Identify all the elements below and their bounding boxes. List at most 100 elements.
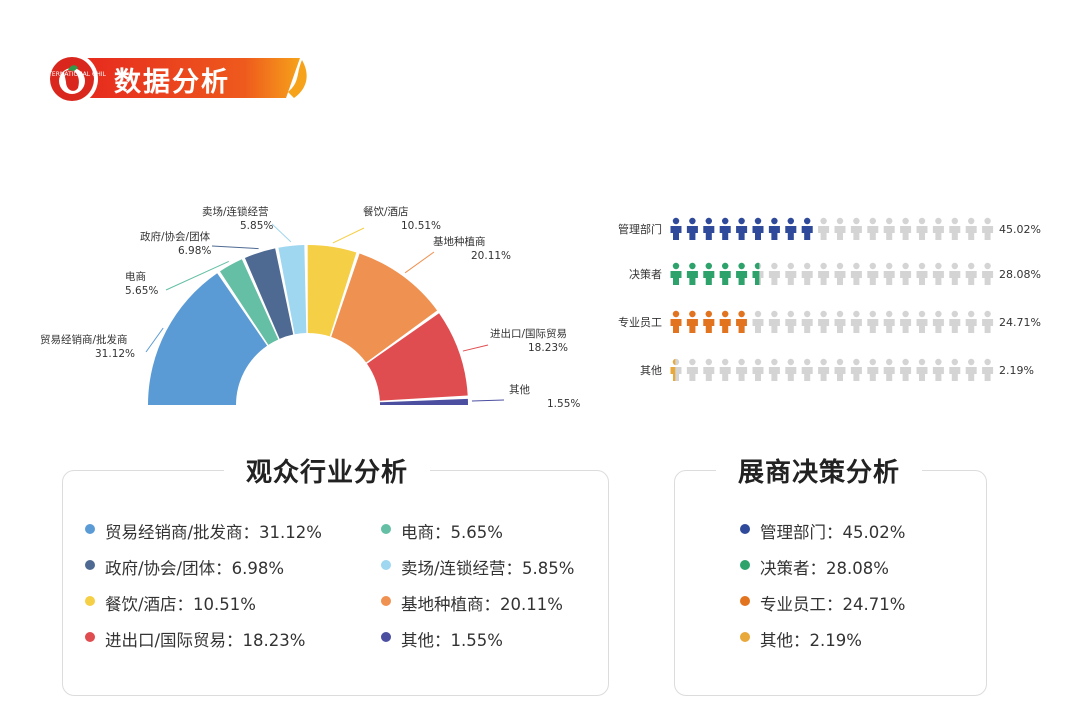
person-icon <box>916 310 928 333</box>
row-label: 专业员工 <box>618 315 662 329</box>
person-icon <box>736 262 748 285</box>
legend-item: 其他：2.19% <box>740 627 862 651</box>
legend-dot <box>381 632 391 642</box>
person-icon <box>670 262 682 285</box>
person-icon <box>916 262 928 285</box>
person-icon <box>703 217 715 240</box>
person-icon <box>686 262 698 285</box>
legend-item: 基地种植商：20.11% <box>381 591 563 615</box>
leader-line <box>462 344 489 352</box>
legend-item: 电商：5.65% <box>381 519 503 543</box>
person-icon <box>801 262 813 285</box>
leader-line <box>332 227 365 244</box>
header-banner <box>46 53 307 105</box>
leader-line <box>165 260 229 291</box>
legend-dot <box>381 560 391 570</box>
legend-dot <box>381 524 391 534</box>
logo-icon <box>46 53 98 105</box>
banner-ribbon <box>78 58 300 98</box>
person-icon <box>883 310 895 333</box>
person-icon <box>916 358 928 381</box>
row-label: 管理部门 <box>618 222 662 236</box>
person-icon <box>949 358 961 381</box>
person-icon <box>932 217 944 240</box>
person-icon <box>867 262 879 285</box>
person-icon <box>752 310 764 333</box>
slice-label: 基地种植商 <box>433 235 486 248</box>
person-icon <box>670 217 682 240</box>
person-icon <box>670 358 682 381</box>
person-icon <box>785 262 797 285</box>
person-icon <box>686 358 698 381</box>
person-icon <box>768 310 780 333</box>
slice-value-label: 1.55% <box>547 398 580 410</box>
person-icon <box>818 217 830 240</box>
legend-item: 其他：1.55% <box>381 627 503 651</box>
person-icon <box>736 358 748 381</box>
decision-pictogram-chart: 管理部门 45.02% 决策者 28.08% 专业员工 24.71% 其他 2.19% <box>618 217 1041 381</box>
legend-dot <box>740 632 750 642</box>
legend-dot <box>85 560 95 570</box>
person-icon <box>965 262 977 285</box>
donut-slice <box>307 245 357 337</box>
person-icon <box>801 310 813 333</box>
person-icon <box>719 262 731 285</box>
person-icon <box>785 358 797 381</box>
legend-text: 决策者：28.08% <box>760 559 889 578</box>
slice-value-label: 20.11% <box>471 250 511 262</box>
person-icon <box>883 262 895 285</box>
legend-item: 进出口/国际贸易：18.23% <box>85 627 305 651</box>
legend-dot <box>740 524 750 534</box>
person-icon <box>703 262 715 285</box>
person-icon <box>965 217 977 240</box>
person-icon <box>818 310 830 333</box>
person-icon <box>949 217 961 240</box>
person-icon <box>982 310 994 333</box>
legend-text: 基地种植商：20.11% <box>401 595 563 614</box>
legend-text: 贸易经销商/批发商：31.12% <box>105 523 322 542</box>
row-value-label: 2.19% <box>999 364 1034 377</box>
person-icon <box>768 358 780 381</box>
leader-line <box>471 399 505 402</box>
person-icon <box>752 262 764 285</box>
person-icon <box>834 310 846 333</box>
legend-text: 其他：1.55% <box>401 631 503 650</box>
legend-item: 餐饮/酒店：10.51% <box>85 591 256 615</box>
person-icon <box>785 310 797 333</box>
slice-value-label: 31.12% <box>95 348 135 360</box>
person-icon <box>818 262 830 285</box>
legend-item: 贸易经销商/批发商：31.12% <box>85 519 322 543</box>
slice-value-label: 5.65% <box>125 285 158 297</box>
logo-text: INTERNATIONAL CHILI TRADE <box>42 71 106 78</box>
legend-text: 其他：2.19% <box>760 631 862 650</box>
person-icon <box>900 262 912 285</box>
person-icon <box>834 217 846 240</box>
page-title: 数据分析 <box>114 67 230 98</box>
person-icon <box>883 217 895 240</box>
legend-item: 专业员工：24.71% <box>740 591 905 615</box>
row-value-label: 28.08% <box>999 268 1041 281</box>
person-icon <box>932 262 944 285</box>
row-label: 其他 <box>640 364 662 377</box>
person-icon <box>867 217 879 240</box>
person-icon <box>752 358 764 381</box>
legend-dot <box>740 560 750 570</box>
leader-line <box>404 251 435 274</box>
legend-text: 政府/协会/团体：6.98% <box>105 559 285 578</box>
person-icon <box>686 217 698 240</box>
leader-line <box>145 327 164 353</box>
person-icon <box>916 217 928 240</box>
slice-label: 贸易经销商/批发商 <box>40 333 128 346</box>
donut-slice <box>278 245 307 335</box>
donut-slice <box>366 313 468 401</box>
person-icon <box>703 358 715 381</box>
industry-chart-title: 观众行业分析 <box>224 452 431 489</box>
legend-dot <box>85 524 95 534</box>
person-icon <box>900 358 912 381</box>
leader-line <box>211 245 259 250</box>
legend-dot <box>85 632 95 642</box>
person-icon <box>736 310 748 333</box>
legend-dot <box>381 596 391 606</box>
person-icon <box>965 358 977 381</box>
